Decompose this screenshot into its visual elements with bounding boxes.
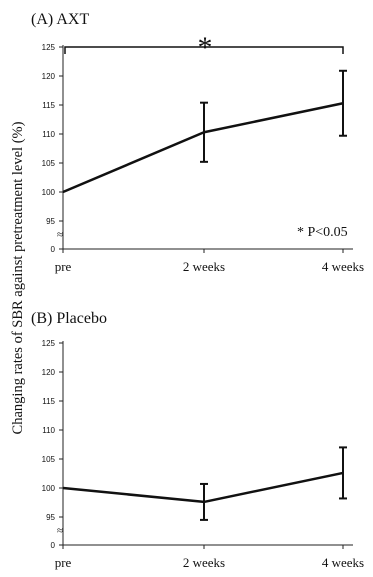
panel-b-title: (B) Placebo xyxy=(31,310,107,327)
panel-b-x-tick-label: 2 weeks xyxy=(183,555,225,570)
panel-a-y-tick-label: 0 xyxy=(51,245,56,254)
panel-a: (A) AXT 0 95 100 105 110 115 120 125 ≈ pre 2 weeks… xyxy=(31,11,364,274)
panel-b-x-tick-label: pre xyxy=(55,555,72,570)
panel-b-y-tick-label: 115 xyxy=(42,397,55,406)
panel-b-y-tick-label: 120 xyxy=(42,368,56,377)
p-value-annotation: * P<0.05 xyxy=(297,225,348,240)
panel-a-y-tick-label: 100 xyxy=(42,188,56,197)
panel-a-x-tick-label: 2 weeks xyxy=(183,259,225,274)
panel-b-y-tick-label: 125 xyxy=(42,339,56,348)
panel-b-y-tick-label: 110 xyxy=(42,426,55,435)
panel-b: (B) Placebo 0 95 100 105 110 115 120 125 ≈ pre 2 w… xyxy=(31,310,364,570)
significance-star: * xyxy=(198,31,213,64)
panel-a-axis-break: ≈ xyxy=(57,229,63,241)
panel-b-x-tick-label: 4 weeks xyxy=(322,555,364,570)
panel-b-axis-break: ≈ xyxy=(57,525,63,537)
panel-a-y-tick-label: 120 xyxy=(42,72,56,81)
panel-a-x-tick-label: pre xyxy=(55,259,72,274)
panel-b-y-tick-label: 105 xyxy=(42,455,56,464)
panel-a-y-tick-label: 125 xyxy=(42,43,56,52)
panel-a-y-tick-label: 110 xyxy=(42,130,55,139)
panel-a-x-tick-label: 4 weeks xyxy=(322,259,364,274)
panel-b-y-tick-label: 95 xyxy=(46,513,55,522)
panel-a-y-tick-label: 115 xyxy=(42,101,55,110)
panel-a-y-tick-label: 95 xyxy=(46,217,55,226)
panel-b-y-tick-label: 100 xyxy=(42,484,56,493)
panel-a-title: (A) AXT xyxy=(31,11,89,28)
panel-b-y-tick-label: 0 xyxy=(51,541,56,550)
significance-bracket xyxy=(64,46,344,54)
panel-a-y-tick-label: 105 xyxy=(42,159,56,168)
y-axis-label: Changing rates of SBR against pretreatme… xyxy=(10,121,26,434)
